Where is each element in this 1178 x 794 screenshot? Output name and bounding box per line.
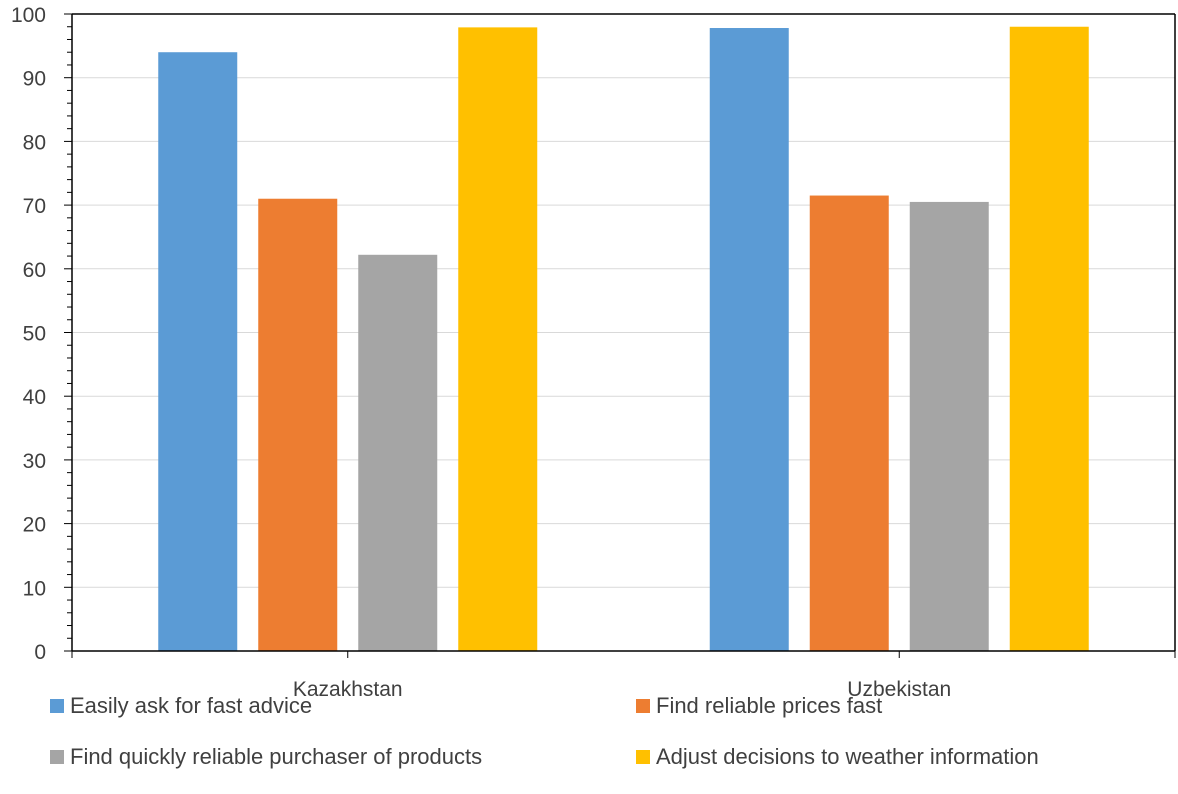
bar-0-2	[358, 254, 438, 651]
y-tick-label: 50	[23, 323, 46, 346]
y-tick-label: 0	[34, 641, 46, 664]
y-tick-label: 20	[23, 514, 46, 537]
y-tick-label: 100	[11, 4, 46, 27]
y-tick-label: 80	[23, 131, 46, 154]
bar-1-3	[1009, 26, 1089, 652]
x-category-label: Uzbekistan	[847, 678, 951, 701]
y-tick-label: 70	[23, 195, 46, 218]
gridlines	[72, 13, 1175, 588]
y-tick-label: 60	[23, 259, 46, 282]
axes	[64, 13, 1176, 658]
bars	[158, 26, 1089, 652]
bar-0-3	[458, 27, 538, 651]
bar-1-1	[809, 195, 889, 652]
bar-1-2	[909, 201, 989, 652]
y-tick-label: 10	[23, 577, 46, 600]
bar-0-1	[258, 198, 338, 652]
bar-0-0	[158, 52, 238, 652]
y-tick-label: 90	[23, 68, 46, 91]
y-tick-label: 30	[23, 450, 46, 473]
y-tick-labels: 0 10 20 30 40 50 60 70 80 90 100	[11, 4, 46, 664]
x-category-label: Kazakhstan	[293, 678, 403, 701]
x-category-labels: Kazakhstan Uzbekistan	[293, 678, 951, 701]
y-tick-label: 40	[23, 386, 46, 409]
bar-1-0	[709, 28, 789, 652]
